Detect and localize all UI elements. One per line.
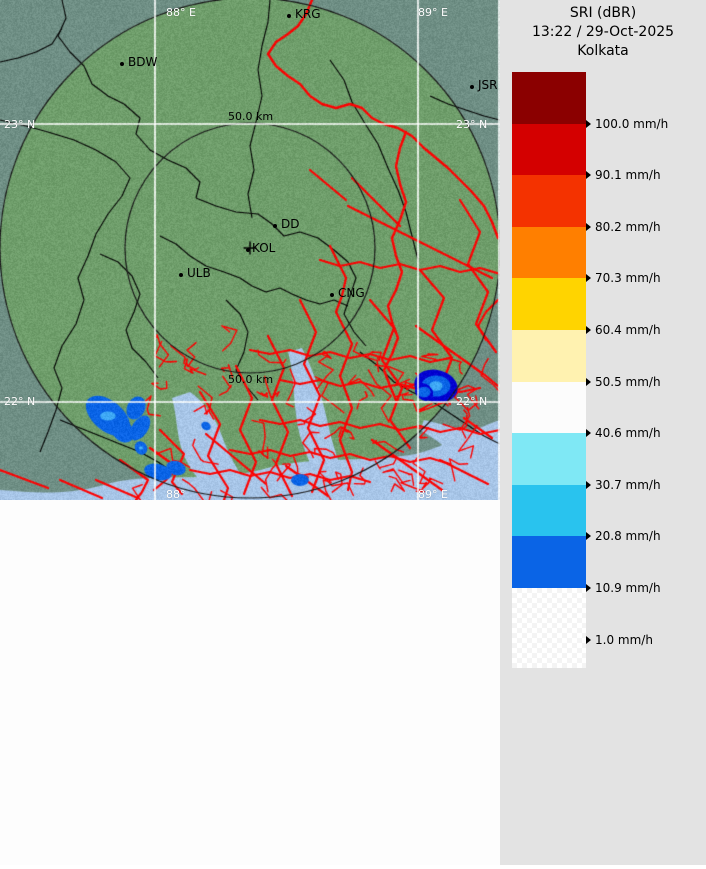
legend-tick-label: 70.3 mm/h [595,271,661,285]
legend-tick-8: 20.8 mm/h [586,529,661,543]
city-marker-ulb: ULB [187,266,211,280]
legend-band-1 [512,124,586,176]
radar-map-canvas[interactable] [0,0,500,500]
city-marker-kol-dot [246,248,250,252]
legend-tick-4: 60.4 mm/h [586,323,661,337]
legend-arrow-icon [586,120,591,128]
legend-tick-2: 80.2 mm/h [586,220,661,234]
legend-band-7 [512,433,586,485]
legend-band-2 [512,175,586,227]
grid-label-22n-left: 22° N [4,395,35,408]
legend-band-0 [512,72,586,124]
legend-arrow-icon [586,326,591,334]
city-marker-jsr: JSR [478,78,498,92]
legend-band-8 [512,485,586,537]
legend-tick-label: 1.0 mm/h [595,633,653,647]
map-blank-area [0,500,500,865]
legend-tick-6: 40.6 mm/h [586,426,661,440]
city-marker-kol: KOL [252,241,275,255]
grid-label-23n-left: 23° N [4,118,35,131]
legend-tick-label: 50.5 mm/h [595,375,661,389]
legend-colorbar [512,72,586,588]
city-marker-krg: KRG [295,7,321,21]
legend-tick-label: 30.7 mm/h [595,478,661,492]
grid-label-22n-right: 22° N [456,395,487,408]
legend-arrow-icon [586,274,591,282]
grid-label-23n-right: 23° N [456,118,487,131]
radar-map-panel[interactable]: 88° E 89° E 23° N 23° N 22° N 22° N 88° 89° E BD… [0,0,500,500]
legend-band-6 [512,382,586,434]
legend-arrow-icon [586,429,591,437]
legend-tick-9: 10.9 mm/h [586,581,661,595]
range-ring-label-bottom: 50.0 km [228,373,273,386]
city-marker-dd-dot [273,224,277,228]
legend-tick-label: 100.0 mm/h [595,117,668,131]
legend-arrow-icon [586,636,591,644]
product-timestamp: 13:22 / 29-Oct-2025 [500,23,706,42]
legend-arrow-icon [586,171,591,179]
legend-tick-label: 60.4 mm/h [595,323,661,337]
product-title: SRI (dBR) [500,4,706,23]
grid-label-89e-top: 89° E [418,6,448,19]
legend-arrow-icon [586,378,591,386]
legend-arrow-icon [586,584,591,592]
legend-arrow-icon [586,223,591,231]
legend-tick-3: 70.3 mm/h [586,271,661,285]
legend-tick-10: 1.0 mm/h [586,633,653,647]
legend-nodata-band [512,588,586,668]
range-ring-label-top: 50.0 km [228,110,273,123]
legend-panel: SRI (dBR) 13:22 / 29-Oct-2025 Kolkata 10… [500,0,706,865]
grid-label-88e-top: 88° E [166,6,196,19]
legend-tick-label: 40.6 mm/h [595,426,661,440]
legend-band-9 [512,536,586,588]
city-marker-cng: CNG [338,286,365,300]
legend-tick-label: 80.2 mm/h [595,220,661,234]
city-marker-krg-dot [287,14,291,18]
legend-tick-5: 50.5 mm/h [586,375,661,389]
legend-tick-7: 30.7 mm/h [586,478,661,492]
legend-tick-1: 90.1 mm/h [586,168,661,182]
city-marker-ulb-dot [179,273,183,277]
city-marker-bdw: BDW [128,55,157,69]
legend-tick-label: 10.9 mm/h [595,581,661,595]
radar-site-name: Kolkata [500,42,706,61]
legend-tick-label: 20.8 mm/h [595,529,661,543]
legend-tick-label: 90.1 mm/h [595,168,661,182]
legend-band-4 [512,278,586,330]
legend-band-3 [512,227,586,279]
grid-label-88e-bottom: 88° [166,488,186,500]
legend-arrow-icon [586,532,591,540]
grid-label-89e-bottom: 89° E [418,488,448,500]
city-marker-cng-dot [330,293,334,297]
city-marker-jsr-dot [470,85,474,89]
legend-tick-0: 100.0 mm/h [586,117,668,131]
legend-band-5 [512,330,586,382]
city-marker-bdw-dot [120,62,124,66]
legend-arrow-icon [586,481,591,489]
legend-header: SRI (dBR) 13:22 / 29-Oct-2025 Kolkata [500,4,706,61]
city-marker-dd: DD [281,217,299,231]
